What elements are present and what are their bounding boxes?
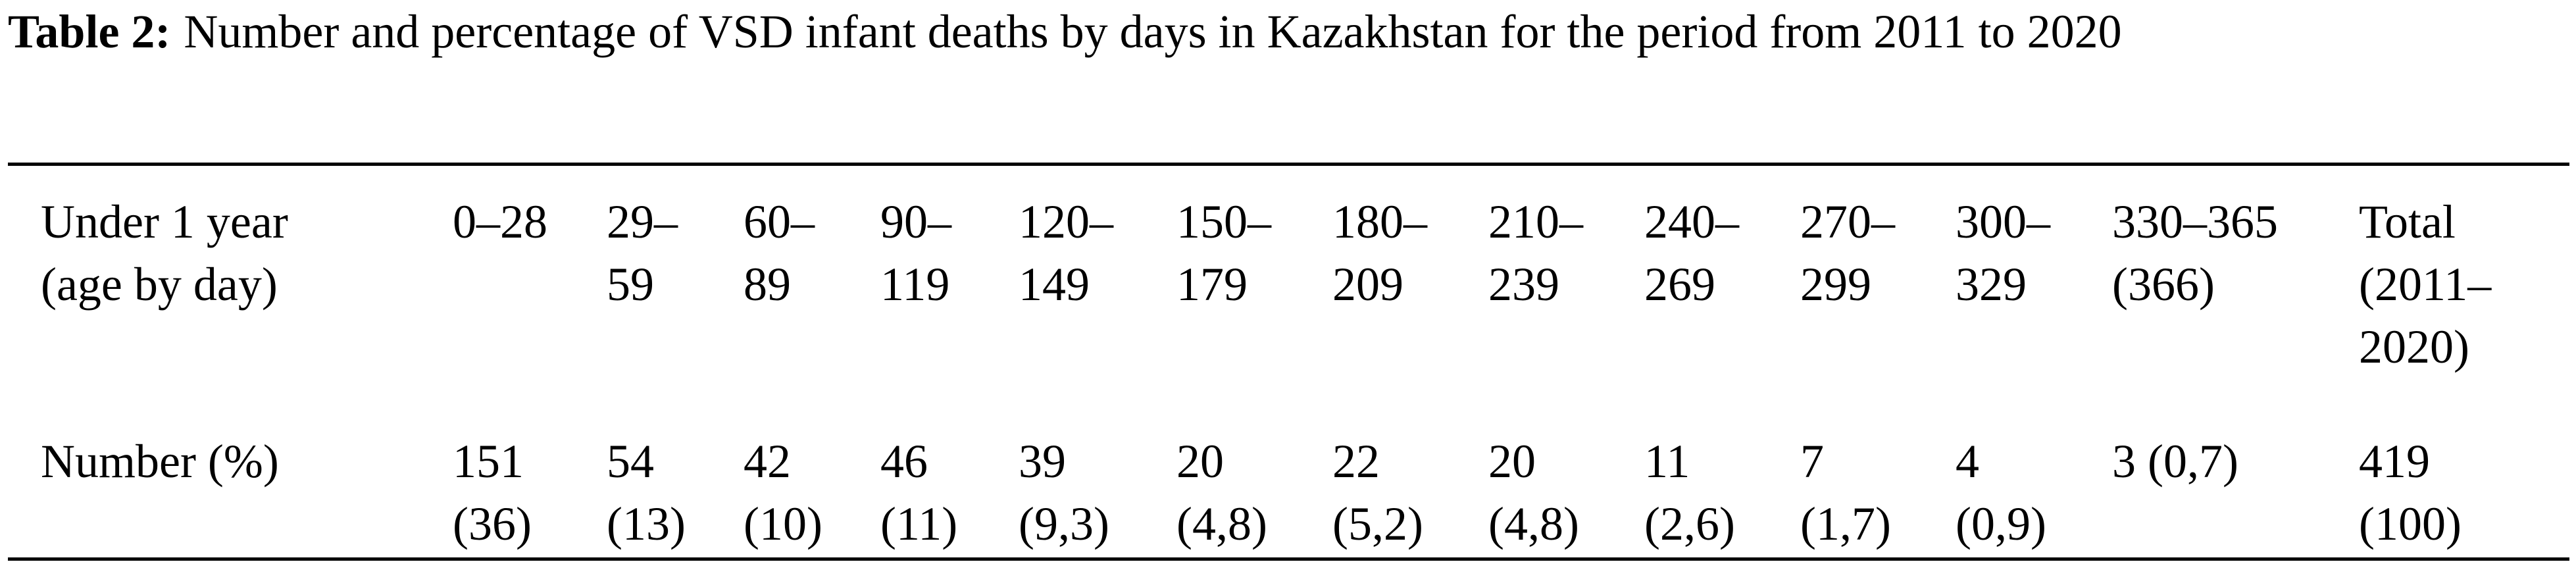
table-cell: 20 (4,8)	[1488, 435, 1579, 550]
table-bottom-rule	[8, 557, 2569, 561]
table-cell: 39 (9,3)	[1019, 435, 1109, 550]
table-cell: 54 (13)	[607, 435, 686, 550]
column-header: 150– 179	[1176, 195, 1271, 311]
column-header: 300– 329	[1956, 195, 2050, 311]
column-header: Total (2011– 2020)	[2359, 195, 2492, 373]
table-caption: Table 2: Number and percentage of VSD inf…	[8, 1, 2571, 62]
header-label: Under 1 year (age by day)	[41, 195, 288, 311]
column-header: 29– 59	[607, 195, 678, 311]
table-cell: 151 (36)	[453, 435, 532, 550]
column-header: 270– 299	[1800, 195, 1895, 311]
table-cell: 7 (1,7)	[1800, 435, 1891, 550]
table-cell: 3 (0,7)	[2112, 435, 2238, 488]
table-caption-text: Number and percentage of VSD infant deat…	[184, 5, 2122, 58]
table-cell: 419 (100)	[2359, 435, 2462, 550]
column-header: 180– 209	[1332, 195, 1427, 311]
table-caption-label: Table 2:	[8, 5, 171, 58]
table-cell: 42 (10)	[744, 435, 822, 550]
column-header: 90– 119	[880, 195, 951, 311]
table-cell: 11 (2,6)	[1644, 435, 1735, 550]
table-top-rule	[8, 163, 2569, 166]
table-cell: 4 (0,9)	[1956, 435, 2046, 550]
row-label: Number (%)	[41, 435, 279, 488]
column-header: 60– 89	[744, 195, 815, 311]
table-cell: 22 (5,2)	[1332, 435, 1423, 550]
column-header: 210– 239	[1488, 195, 1583, 311]
column-header: 0–28	[453, 195, 547, 248]
table-cell: 20 (4,8)	[1176, 435, 1267, 550]
column-header: 120– 149	[1019, 195, 1113, 311]
table-cell: 46 (11)	[880, 435, 958, 550]
column-header: 330–365 (366)	[2112, 195, 2278, 311]
column-header: 240– 269	[1644, 195, 1739, 311]
